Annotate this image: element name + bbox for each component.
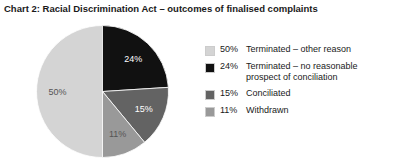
html-text:50%: 50% bbox=[220, 44, 238, 54]
html-text:Conciliated: Conciliated bbox=[246, 88, 291, 98]
html-text:Terminated – other reason: Terminated – other reason bbox=[246, 44, 352, 54]
html-text:prospect of conciliation: prospect of conciliation bbox=[246, 72, 338, 82]
svg-text:11%: 11% bbox=[109, 129, 126, 139]
html-text:11%: 11% bbox=[220, 105, 238, 115]
svg-text:50%: 50% bbox=[49, 87, 67, 97]
html-text:24%: 24% bbox=[220, 61, 238, 71]
svg-text:24%: 24% bbox=[124, 54, 142, 64]
html-text:Terminated – no reasonable: Terminated – no reasonable bbox=[246, 61, 358, 71]
html-text:Chart 2: Racial Discrimination: Chart 2: Racial Discrimination Act – out… bbox=[4, 3, 318, 14]
svg-text:15%: 15% bbox=[135, 104, 153, 114]
html-text:Withdrawn: Withdrawn bbox=[246, 105, 289, 115]
html-text:15%: 15% bbox=[220, 88, 238, 98]
